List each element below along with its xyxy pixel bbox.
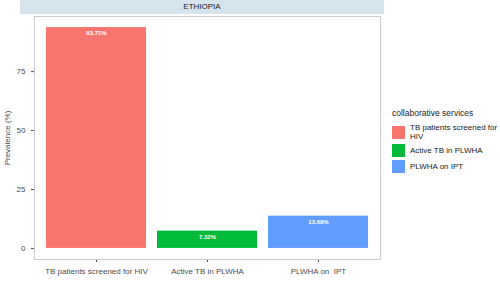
html-text:Active TB in PLWHA: Active TB in PLWHA xyxy=(410,146,483,155)
html-text:TB patients screened for HIV: TB patients screened for HIV xyxy=(410,123,498,141)
html-text:collaborative services: collaborative services xyxy=(392,108,474,118)
html-text:PLWHA on IPT: PLWHA on IPT xyxy=(410,162,464,171)
svg-text:25: 25 xyxy=(17,185,26,194)
svg-text:7.32%: 7.32% xyxy=(199,234,217,240)
svg-text:0: 0 xyxy=(21,244,26,253)
svg-text:13.68%: 13.68% xyxy=(308,219,329,225)
svg-text:50: 50 xyxy=(17,126,26,135)
html-text:ETHIOPIA: ETHIOPIA xyxy=(183,2,221,11)
svg-text:TB patients screened for HIV: TB patients screened for HIV xyxy=(45,267,148,276)
svg-text:Prevalence (%): Prevalence (%) xyxy=(3,110,12,165)
svg-text:93.71%: 93.71% xyxy=(86,30,107,36)
svg-text:75: 75 xyxy=(17,67,26,76)
svg-text:PLWHA on IPT: PLWHA on IPT xyxy=(291,267,347,276)
svg-text:Active TB in PLWHA: Active TB in PLWHA xyxy=(171,267,244,276)
